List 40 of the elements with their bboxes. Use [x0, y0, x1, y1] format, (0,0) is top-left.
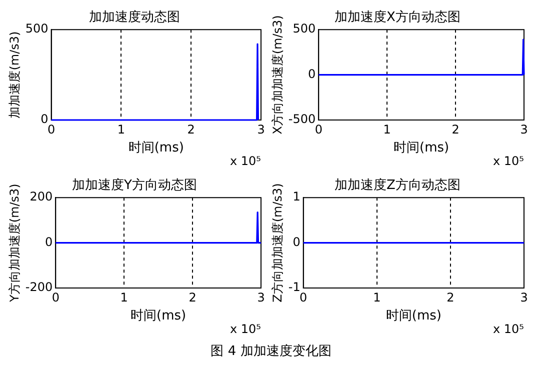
y-tick-label: 500 [292, 22, 316, 36]
x-tick-label: 3 [257, 122, 265, 136]
y-tick-label: -200 [25, 280, 53, 294]
chart-title: 加加速度动态图 [89, 9, 180, 26]
y-axis-title: 加加速度(m/s3) [7, 31, 22, 118]
y-tick-label: -1 [288, 280, 300, 294]
x-tick-label: 1 [120, 290, 128, 304]
y-axis-title: X方向加加速度(m/s3) [270, 15, 284, 134]
x-tick-label: 3 [520, 122, 528, 136]
chart-title: 加加速度Z方向动态图 [334, 177, 460, 194]
y-tick-label: -500 [288, 112, 316, 126]
x-axis-title: 时间(ms) [394, 140, 450, 156]
chart-title: 加加速度X方向动态图 [334, 9, 460, 26]
x-tick-label: 2 [187, 122, 195, 136]
x-tick-label: 1 [383, 122, 391, 136]
x-tick-label: 3 [520, 290, 528, 304]
x-tick-label: 1 [373, 290, 381, 304]
y-axis-title: Y方向加加速度(m/s3) [7, 184, 22, 303]
y-tick-label: 0 [44, 234, 53, 249]
x-axis-title: 时间(ms) [386, 308, 442, 324]
x-tick-label: 1 [117, 122, 126, 136]
x-tick-label: 2 [452, 122, 460, 136]
x-axis-title: 时间(ms) [130, 308, 186, 324]
y-tick-label: 0 [292, 234, 300, 249]
y-tick-label: 0 [40, 112, 48, 126]
y-tick-label: 0 [308, 66, 316, 81]
y-tick-label: 500 [25, 22, 48, 36]
x-axis-title: 时间(ms) [128, 140, 184, 156]
x-tick-label: 2 [446, 290, 454, 304]
y-axis-title: Z方向加加速度(m/s3) [270, 183, 284, 302]
text: x 10⁵ [493, 322, 524, 336]
x-tick-label: 2 [188, 290, 196, 304]
y-tick-label: 200 [30, 190, 53, 204]
text: x 10⁵ [230, 322, 262, 336]
y-tick-label: 1 [292, 190, 300, 204]
text: x 10⁵ [230, 154, 262, 168]
text: x 10⁵ [493, 154, 524, 168]
caption: 图 4 加加速度变化图 [210, 343, 332, 360]
chart-title: 加加速度Y方向动态图 [72, 177, 197, 194]
x-tick-label: 3 [257, 290, 265, 304]
